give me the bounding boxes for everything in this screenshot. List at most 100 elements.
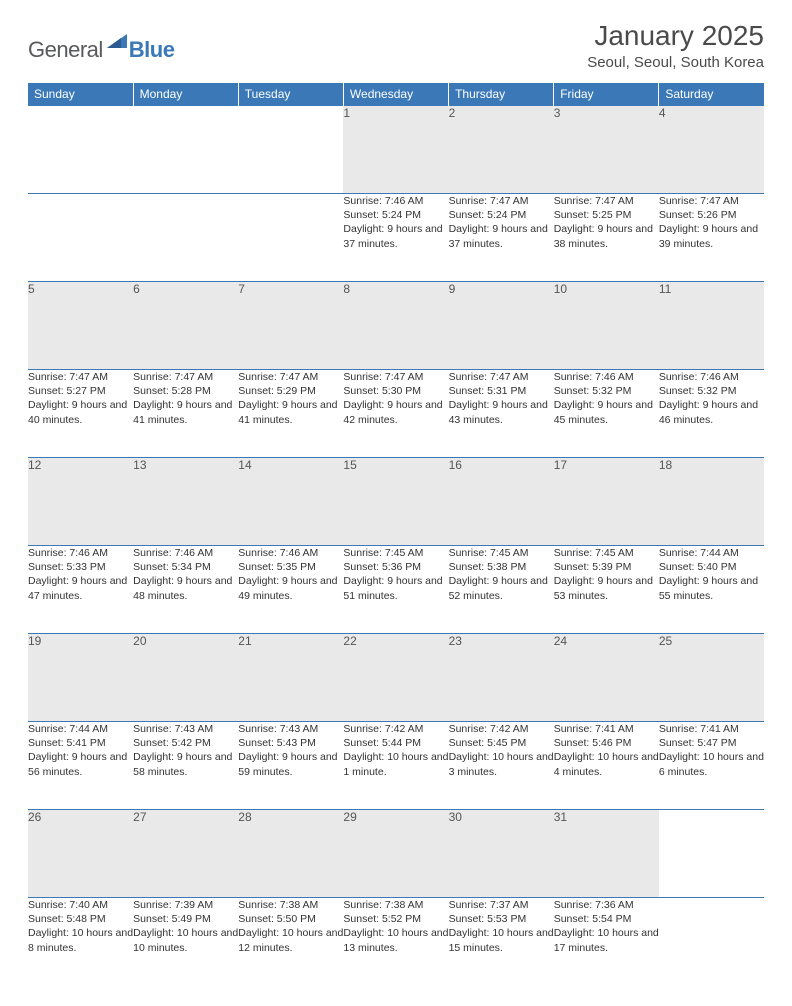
day-number-cell: 16: [449, 458, 554, 546]
day-info-cell: Sunrise: 7:47 AMSunset: 5:29 PMDaylight:…: [238, 370, 343, 458]
day-info-cell: Sunrise: 7:46 AMSunset: 5:32 PMDaylight:…: [659, 370, 764, 458]
sunrise-line: Sunrise: 7:46 AM: [554, 370, 659, 384]
day-number-cell: 22: [343, 634, 448, 722]
day-number-cell: 10: [554, 282, 659, 370]
daylight-line: Daylight: 9 hours and 53 minutes.: [554, 574, 659, 602]
day-number-cell: 27: [133, 810, 238, 898]
sunrise-line: Sunrise: 7:47 AM: [238, 370, 343, 384]
sunrise-line: Sunrise: 7:44 AM: [659, 546, 764, 560]
day-number-cell: [28, 106, 133, 194]
daylight-line: Daylight: 10 hours and 12 minutes.: [238, 926, 343, 954]
sunset-line: Sunset: 5:49 PM: [133, 912, 238, 926]
day-info-cell: Sunrise: 7:40 AMSunset: 5:48 PMDaylight:…: [28, 898, 133, 986]
sunrise-line: Sunrise: 7:46 AM: [659, 370, 764, 384]
day-info-cell: Sunrise: 7:44 AMSunset: 5:41 PMDaylight:…: [28, 722, 133, 810]
daylight-line: Daylight: 10 hours and 4 minutes.: [554, 750, 659, 778]
sunset-line: Sunset: 5:25 PM: [554, 208, 659, 222]
day-number-row: 262728293031: [28, 810, 764, 898]
weekday-header: Sunday: [28, 83, 133, 106]
sunrise-line: Sunrise: 7:40 AM: [28, 898, 133, 912]
day-number-cell: 20: [133, 634, 238, 722]
sunset-line: Sunset: 5:44 PM: [343, 736, 448, 750]
daylight-line: Daylight: 9 hours and 49 minutes.: [238, 574, 343, 602]
day-number-cell: 9: [449, 282, 554, 370]
sunrise-line: Sunrise: 7:42 AM: [449, 722, 554, 736]
sunrise-line: Sunrise: 7:41 AM: [659, 722, 764, 736]
daylight-line: Daylight: 10 hours and 15 minutes.: [449, 926, 554, 954]
daylight-line: Daylight: 9 hours and 59 minutes.: [238, 750, 343, 778]
sunrise-line: Sunrise: 7:43 AM: [133, 722, 238, 736]
day-info-cell: Sunrise: 7:46 AMSunset: 5:24 PMDaylight:…: [343, 194, 448, 282]
day-number-cell: 2: [449, 106, 554, 194]
day-number-cell: 12: [28, 458, 133, 546]
month-title: January 2025: [587, 20, 764, 52]
sunset-line: Sunset: 5:30 PM: [343, 384, 448, 398]
sunrise-line: Sunrise: 7:39 AM: [133, 898, 238, 912]
day-info-row: Sunrise: 7:47 AMSunset: 5:27 PMDaylight:…: [28, 370, 764, 458]
day-number-cell: 11: [659, 282, 764, 370]
daylight-line: Daylight: 9 hours and 39 minutes.: [659, 222, 764, 250]
day-info-cell: Sunrise: 7:47 AMSunset: 5:28 PMDaylight:…: [133, 370, 238, 458]
weekday-header: Friday: [554, 83, 659, 106]
sunrise-line: Sunrise: 7:37 AM: [449, 898, 554, 912]
sunrise-line: Sunrise: 7:47 AM: [343, 370, 448, 384]
day-number-cell: 21: [238, 634, 343, 722]
sunrise-line: Sunrise: 7:46 AM: [238, 546, 343, 560]
sunrise-line: Sunrise: 7:47 AM: [133, 370, 238, 384]
sunset-line: Sunset: 5:53 PM: [449, 912, 554, 926]
day-number-cell: 8: [343, 282, 448, 370]
calendar-table: Sunday Monday Tuesday Wednesday Thursday…: [28, 83, 764, 986]
day-info-cell: Sunrise: 7:45 AMSunset: 5:38 PMDaylight:…: [449, 546, 554, 634]
daylight-line: Daylight: 10 hours and 17 minutes.: [554, 926, 659, 954]
day-number-cell: 5: [28, 282, 133, 370]
daylight-line: Daylight: 9 hours and 52 minutes.: [449, 574, 554, 602]
daylight-line: Daylight: 9 hours and 51 minutes.: [343, 574, 448, 602]
sunrise-line: Sunrise: 7:43 AM: [238, 722, 343, 736]
daylight-line: Daylight: 9 hours and 41 minutes.: [133, 398, 238, 426]
day-info-cell: Sunrise: 7:37 AMSunset: 5:53 PMDaylight:…: [449, 898, 554, 986]
daylight-line: Daylight: 9 hours and 37 minutes.: [449, 222, 554, 250]
daylight-line: Daylight: 10 hours and 6 minutes.: [659, 750, 764, 778]
day-number-cell: 15: [343, 458, 448, 546]
sunset-line: Sunset: 5:41 PM: [28, 736, 133, 750]
day-info-cell: Sunrise: 7:41 AMSunset: 5:46 PMDaylight:…: [554, 722, 659, 810]
sunrise-line: Sunrise: 7:41 AM: [554, 722, 659, 736]
header: General Blue January 2025 Seoul, Seoul, …: [28, 20, 764, 71]
day-info-cell: Sunrise: 7:45 AMSunset: 5:39 PMDaylight:…: [554, 546, 659, 634]
logo-text-general: General: [28, 37, 103, 63]
weekday-header: Thursday: [449, 83, 554, 106]
day-info-cell: Sunrise: 7:47 AMSunset: 5:26 PMDaylight:…: [659, 194, 764, 282]
sunset-line: Sunset: 5:48 PM: [28, 912, 133, 926]
daylight-line: Daylight: 9 hours and 38 minutes.: [554, 222, 659, 250]
day-number-cell: 17: [554, 458, 659, 546]
logo-triangle-icon: [107, 34, 127, 53]
day-number-cell: 4: [659, 106, 764, 194]
sunset-line: Sunset: 5:34 PM: [133, 560, 238, 574]
daylight-line: Daylight: 9 hours and 40 minutes.: [28, 398, 133, 426]
day-info-cell: Sunrise: 7:46 AMSunset: 5:34 PMDaylight:…: [133, 546, 238, 634]
daylight-line: Daylight: 10 hours and 3 minutes.: [449, 750, 554, 778]
day-info-cell: Sunrise: 7:42 AMSunset: 5:44 PMDaylight:…: [343, 722, 448, 810]
sunrise-line: Sunrise: 7:45 AM: [343, 546, 448, 560]
daylight-line: Daylight: 9 hours and 41 minutes.: [238, 398, 343, 426]
day-number-cell: 13: [133, 458, 238, 546]
daylight-line: Daylight: 9 hours and 58 minutes.: [133, 750, 238, 778]
day-info-cell: Sunrise: 7:47 AMSunset: 5:30 PMDaylight:…: [343, 370, 448, 458]
day-number-cell: 19: [28, 634, 133, 722]
daylight-line: Daylight: 9 hours and 46 minutes.: [659, 398, 764, 426]
sunset-line: Sunset: 5:46 PM: [554, 736, 659, 750]
daylight-line: Daylight: 10 hours and 13 minutes.: [343, 926, 448, 954]
sunrise-line: Sunrise: 7:36 AM: [554, 898, 659, 912]
day-info-cell: Sunrise: 7:36 AMSunset: 5:54 PMDaylight:…: [554, 898, 659, 986]
day-number-cell: 18: [659, 458, 764, 546]
sunset-line: Sunset: 5:43 PM: [238, 736, 343, 750]
sunrise-line: Sunrise: 7:45 AM: [554, 546, 659, 560]
sunset-line: Sunset: 5:31 PM: [449, 384, 554, 398]
sunset-line: Sunset: 5:33 PM: [28, 560, 133, 574]
day-number-cell: 6: [133, 282, 238, 370]
daylight-line: Daylight: 9 hours and 56 minutes.: [28, 750, 133, 778]
daylight-line: Daylight: 10 hours and 1 minute.: [343, 750, 448, 778]
sunset-line: Sunset: 5:42 PM: [133, 736, 238, 750]
day-info-cell: [133, 194, 238, 282]
day-number-cell: 26: [28, 810, 133, 898]
